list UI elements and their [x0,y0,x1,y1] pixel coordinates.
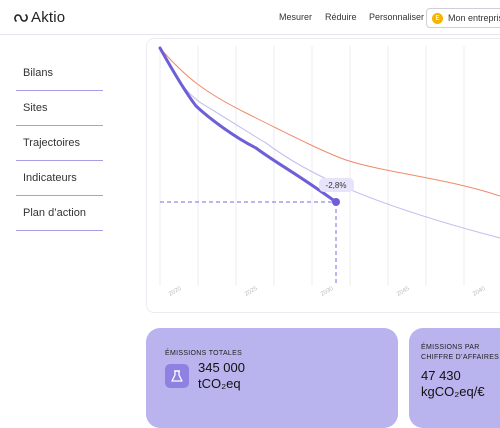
sidebar-item-label: Bilans [23,67,53,79]
trajectory-chart-card [146,38,500,313]
sidebar-item-label: Trajectoires [23,137,81,149]
nav-mesurer[interactable]: Mesurer [279,12,313,22]
trajectory-line-red [159,47,500,197]
x-tick-label: 2020 [168,286,183,298]
top-bar: Aktio Mesurer Réduire Personnaliser E Mo… [0,0,500,35]
account-button[interactable]: E Mon entreprise [426,8,500,28]
trajectory-chart: -2,8% 2020 2025 2030 2045 2040 [158,46,500,298]
sidebar-item-sites[interactable]: Sites [16,91,103,126]
nav-personnaliser[interactable]: Personnaliser [369,12,425,22]
sidebar-item-label: Plan d’action [23,207,86,219]
avatar: E [432,13,443,24]
sidebar: Bilans Sites Trajectoires Indicateurs Pl… [16,56,103,231]
kpi-title: ÉMISSIONS TOTALES [165,350,243,357]
trajectory-line-historical [158,46,338,204]
nav-reduire[interactable]: Réduire [325,12,357,22]
x-tick-label: 2045 [396,286,411,298]
trajectory-line-lavender [159,47,500,239]
x-tick-label: 2040 [472,286,487,298]
kpi-unit: kgCO₂eq/€ [421,384,485,399]
logo-text: Aktio [31,9,66,26]
variation-badge-text: -2,8% [326,181,347,190]
kpi-card-emissions-per-revenue: ÉMISSIONS PAR CHIFFRE D’AFFAIRES 47 430 … [409,328,500,428]
account-label: Mon entreprise [448,13,500,23]
kpi-unit: tCO₂eq [198,376,241,391]
sidebar-item-bilans[interactable]: Bilans [16,56,103,91]
sidebar-item-plan-action[interactable]: Plan d’action [16,196,103,231]
kpi-title-line1: ÉMISSIONS PAR [421,344,480,351]
kpi-value: 47 430 [421,368,461,383]
sidebar-item-label: Indicateurs [23,172,77,184]
sidebar-item-trajectoires[interactable]: Trajectoires [16,126,103,161]
factory-icon [165,364,189,388]
grid [159,46,465,286]
logo[interactable]: Aktio [14,9,65,26]
variation-badge [319,178,354,192]
x-tick-label: 2025 [244,286,259,298]
kpi-title-line2: CHIFFRE D’AFFAIRES [421,354,500,361]
kpi-card-total-emissions: ÉMISSIONS TOTALES 345 000 tCO₂eq [146,328,398,428]
sidebar-item-indicateurs[interactable]: Indicateurs [16,161,103,196]
current-point[interactable] [332,198,340,206]
sidebar-item-label: Sites [23,102,48,114]
x-tick-label: 2030 [320,286,335,298]
logo-mark-icon [14,13,28,22]
kpi-value: 345 000 [198,360,245,375]
